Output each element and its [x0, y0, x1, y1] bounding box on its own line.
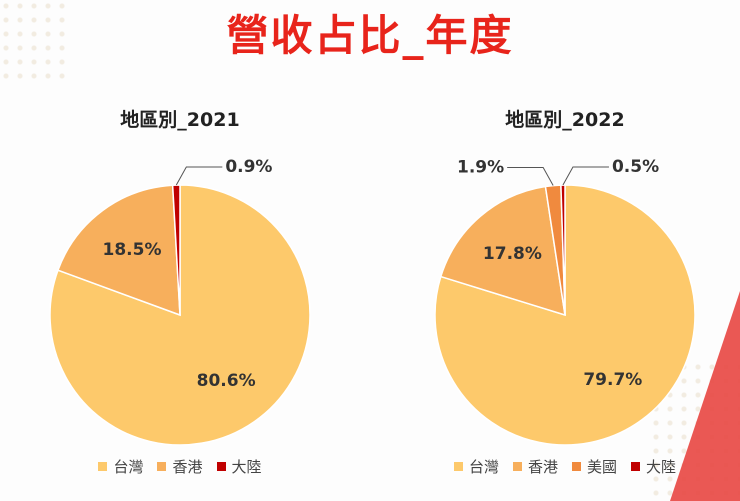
- top-left-pattern: [0, 0, 70, 80]
- data-label-mainland-2022: 0.5%: [612, 157, 659, 177]
- legend-2021: 台灣 香港 大陸: [15, 456, 345, 477]
- legend-label-hongkong-2021: 香港: [172, 458, 203, 476]
- legend-item-hongkong-2022: 香港: [512, 456, 558, 477]
- legend-label-usa-2022: 美國: [587, 458, 618, 476]
- legend-swatch-taiwan-2022: [453, 462, 463, 471]
- legend-item-hongkong-2021: 香港: [157, 456, 203, 477]
- data-label-usa-2022: 1.9%: [457, 158, 504, 178]
- legend-item-mainland-2022: 大陸: [631, 456, 676, 477]
- legend-item-taiwan-2021: 台灣: [98, 456, 143, 477]
- legend-swatch-taiwan-2021: [98, 462, 108, 471]
- pie-slice-taiwan-2022: [434, 184, 696, 446]
- legend-swatch-hongkong-2022: [512, 462, 522, 471]
- pie-chart-2022: 79.7% 17.8% 1.9% 0.5% 地區別_2022 台灣 香港 美國 大陸: [400, 100, 730, 490]
- data-label-taiwan-2022: 79.7%: [583, 370, 642, 390]
- data-label-taiwan-2021: 80.6%: [197, 371, 256, 391]
- leader-line-mainland-2022: [562, 166, 609, 186]
- pie-chart-2021: 80.6% 18.5% 0.9% 地區別_2021 台灣 香港 大陸: [15, 100, 345, 490]
- legend-item-mainland-2021: 大陸: [216, 456, 262, 477]
- pie-slice-hongkong-2022: [439, 185, 566, 317]
- legend-label-taiwan-2022: 台灣: [468, 458, 499, 476]
- pie-slice-taiwan-2021: [49, 184, 311, 446]
- legend-label-mainland-2022: 大陸: [646, 458, 677, 476]
- legend-item-taiwan-2022: 台灣: [453, 456, 499, 477]
- pie-2021-svg: 80.6% 18.5% 0.9%: [49, 157, 311, 446]
- data-label-hongkong-2022: 17.8%: [483, 244, 542, 264]
- legend-swatch-mainland-2022: [631, 462, 641, 471]
- legend-label-hongkong-2022: 香港: [527, 458, 558, 476]
- legend-swatch-usa-2022: [572, 462, 581, 471]
- leader-line-usa-2022: [507, 167, 554, 186]
- chart-title-2021: 地區別_2021: [120, 109, 240, 131]
- legend-label-taiwan-2021: 台灣: [113, 458, 144, 476]
- chart-title-2022: 地區別_2022: [505, 109, 625, 131]
- page-title: 營收占比_年度: [226, 11, 514, 60]
- legend-item-usa-2022: 美國: [572, 456, 617, 477]
- pie-slice-hongkong-2021: [57, 184, 181, 317]
- data-label-mainland-2021: 0.9%: [225, 157, 272, 177]
- legend-swatch-mainland-2021: [216, 462, 226, 471]
- legend-2022: 台灣 香港 美國 大陸: [400, 456, 730, 477]
- legend-swatch-hongkong-2021: [157, 462, 167, 471]
- pie-2022-svg: 79.7% 17.8% 1.9% 0.5%: [434, 157, 696, 446]
- data-label-hongkong-2021: 18.5%: [103, 240, 162, 260]
- legend-label-mainland-2021: 大陸: [231, 458, 262, 476]
- leader-line-mainland-2021: [175, 166, 223, 186]
